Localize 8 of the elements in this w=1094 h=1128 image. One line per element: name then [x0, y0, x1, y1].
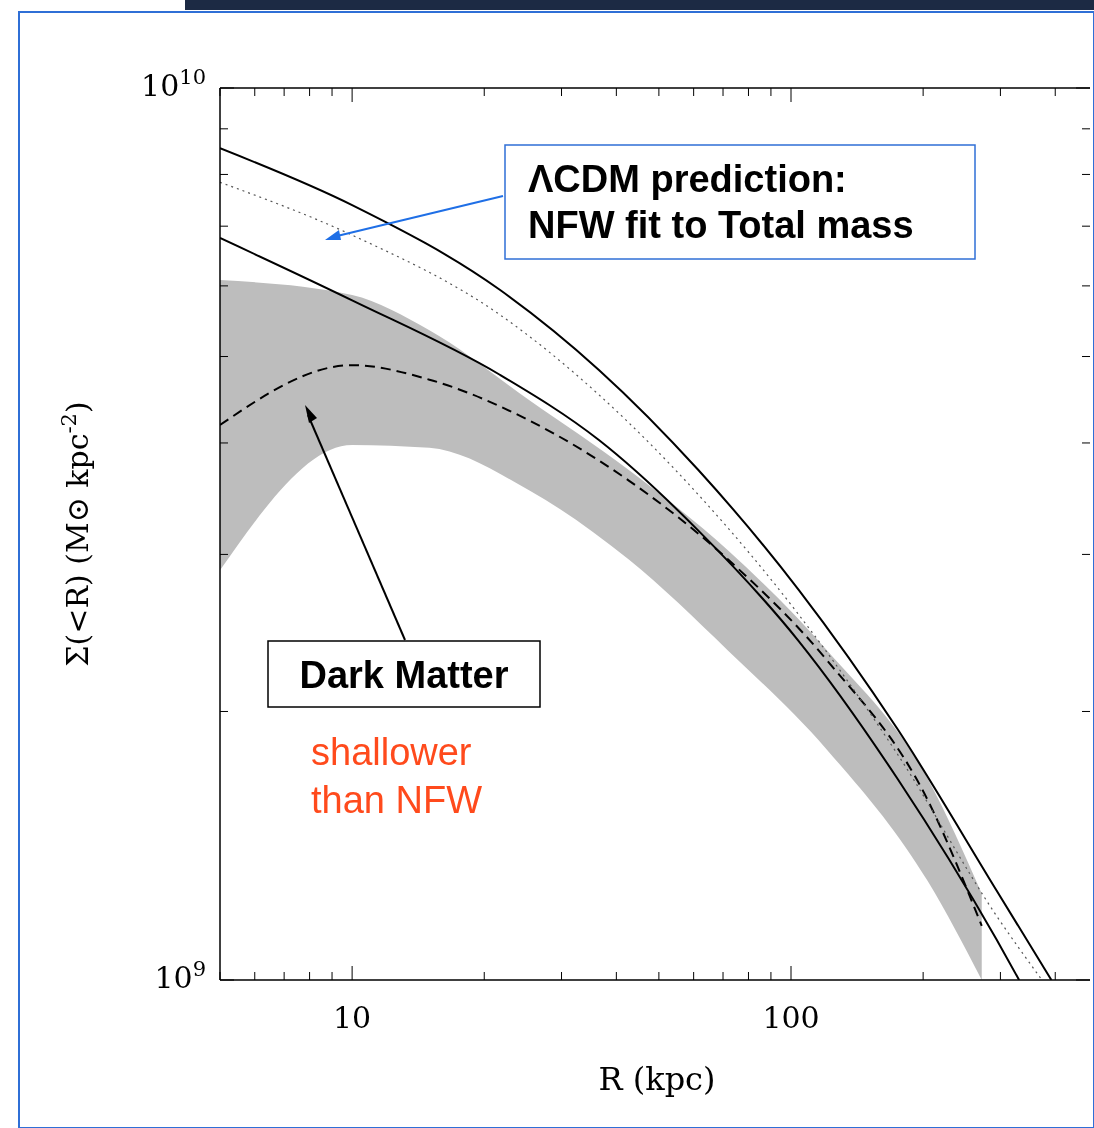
x-tick-label: 10: [333, 1000, 372, 1035]
x-axis-title: R (kpc): [598, 1060, 716, 1098]
annotation: Dark Matter: [299, 654, 509, 696]
x-tick-label: 100: [762, 1000, 820, 1035]
annotation: shallower than NFW: [311, 731, 483, 821]
y-tick-label: 10$^{9}$: [154, 957, 206, 995]
y-tick-label: 10$^{10}$: [141, 65, 206, 103]
annotation: ΛCDM prediction: NFW fit to Total mass: [528, 158, 914, 246]
